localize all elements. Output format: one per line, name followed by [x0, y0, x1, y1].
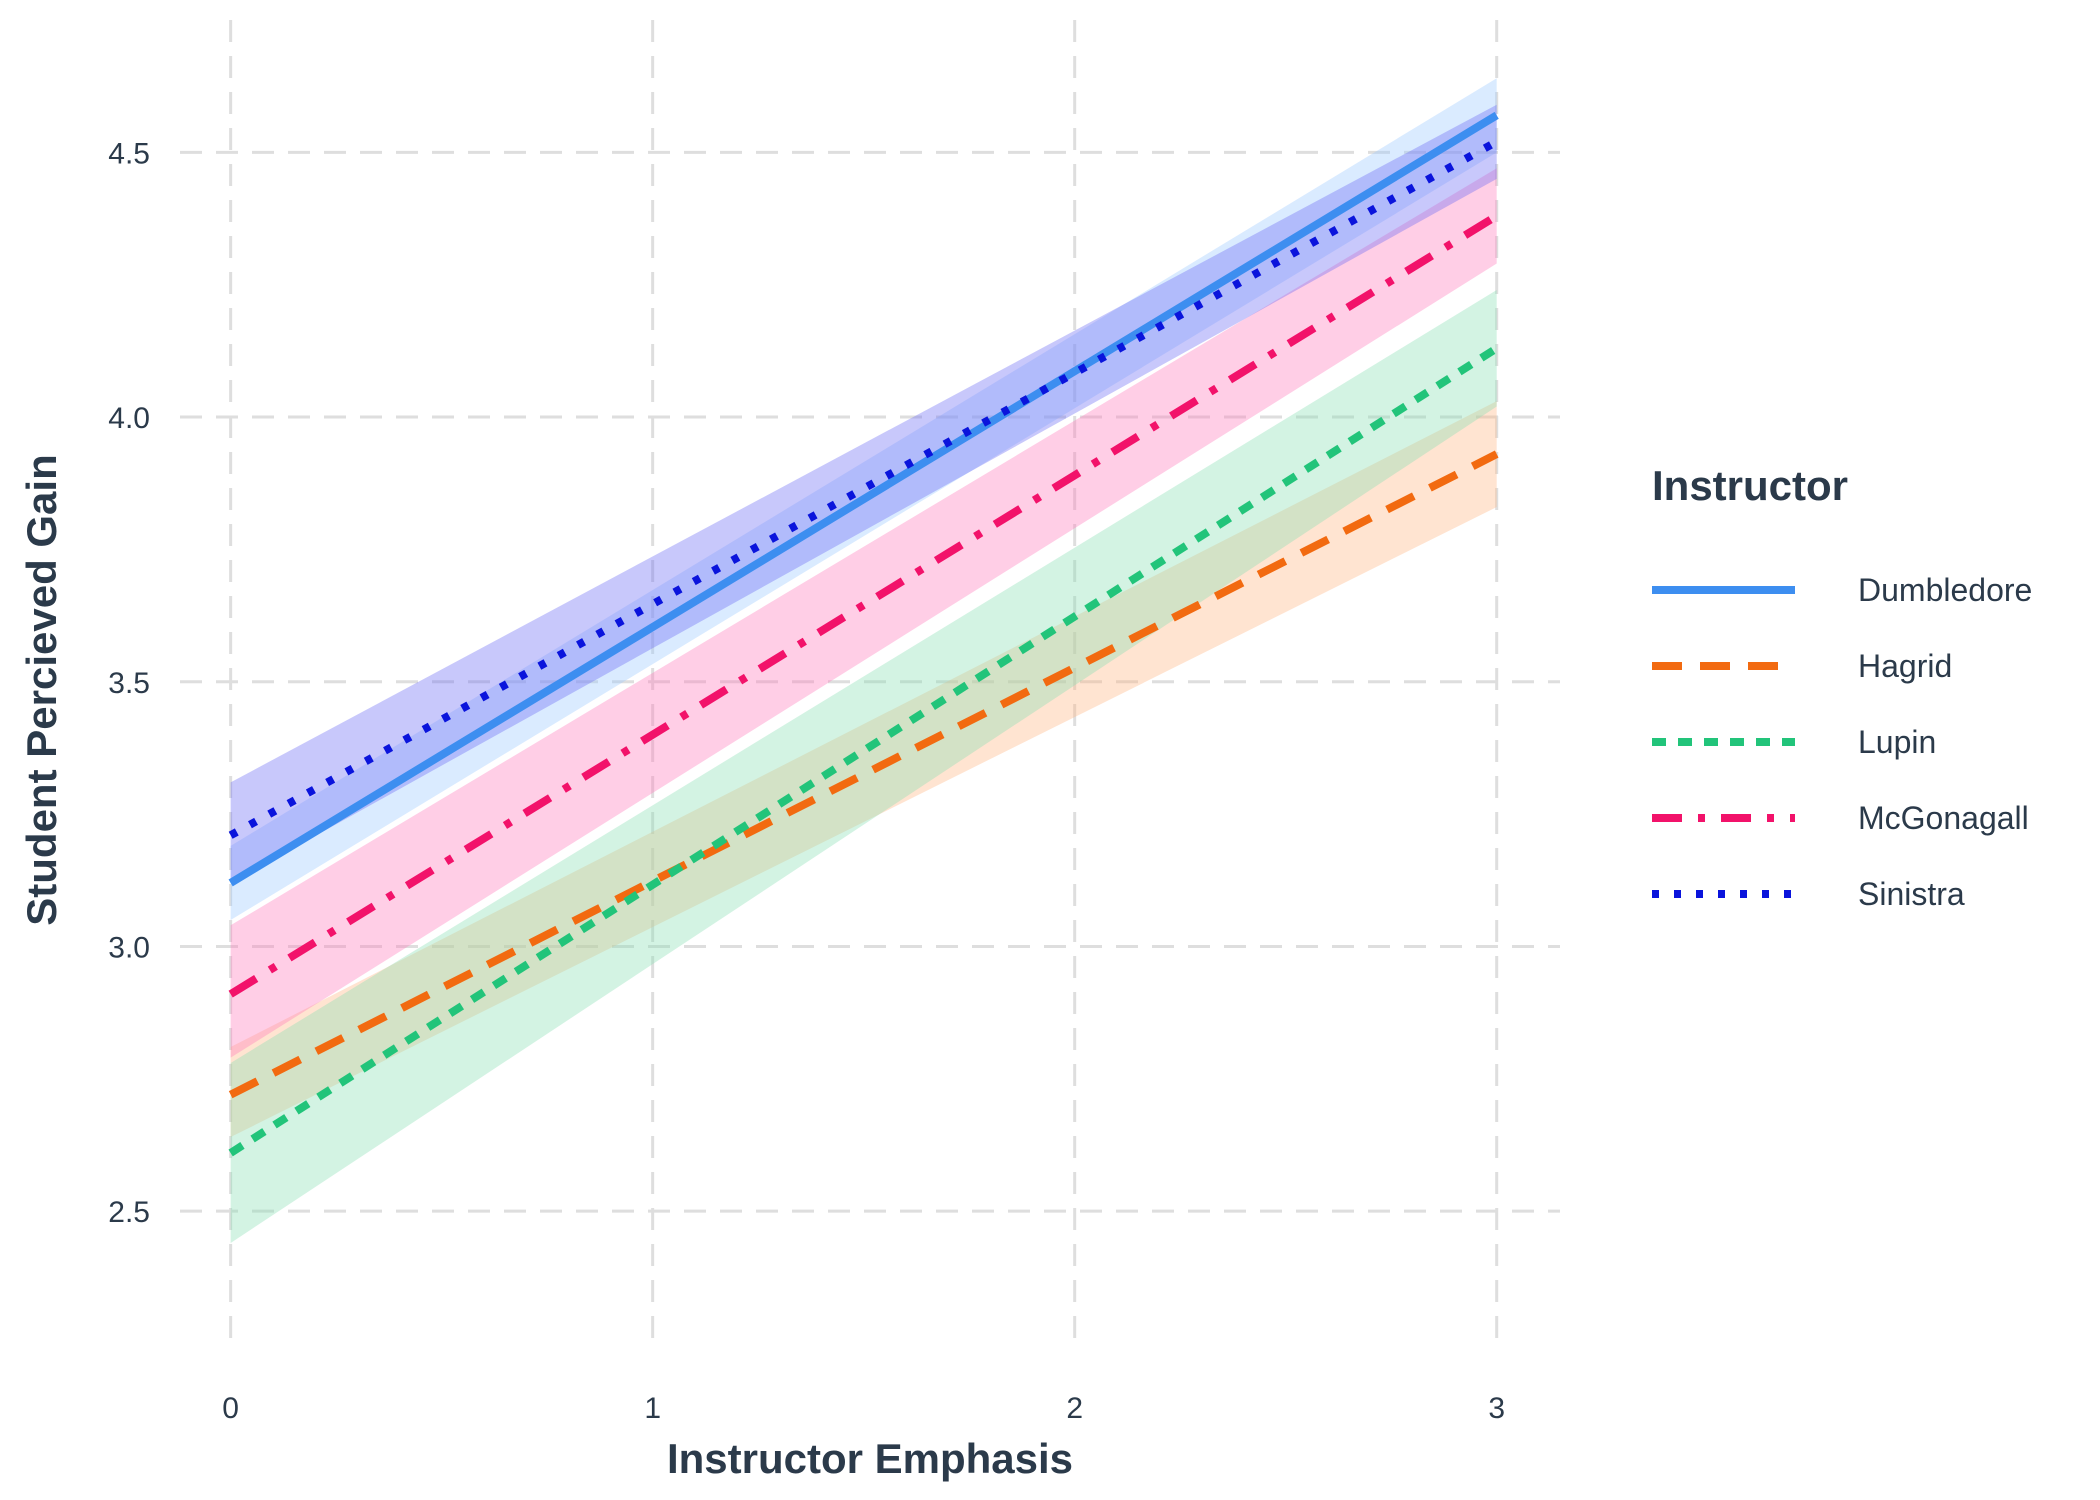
- tick-labels: 0 1 2 3 2.5 3.0 3.5 4.0 4.5: [108, 137, 1505, 1425]
- legend: Instructor Dumbledore Hagrid Lupin McGonaga…: [1652, 462, 2032, 912]
- x-tick-label: 0: [222, 1392, 239, 1425]
- legend-title: Instructor: [1652, 462, 1848, 509]
- y-tick-label: 3.0: [108, 931, 150, 964]
- legend-label-mcgonagall: McGonagall: [1858, 800, 2029, 836]
- y-tick-label: 3.5: [108, 667, 150, 700]
- x-axis-title: Instructor Emphasis: [667, 1435, 1073, 1482]
- legend-label-dumbledore: Dumbledore: [1858, 572, 2032, 608]
- y-tick-label: 4.5: [108, 137, 150, 170]
- series-lines: [228, 111, 1499, 1157]
- line-lupin: [228, 344, 1499, 1157]
- band-lupin: [230, 290, 1497, 1243]
- legend-label-hagrid: Hagrid: [1858, 648, 1952, 684]
- x-tick-label: 2: [1066, 1392, 1083, 1425]
- x-tick-label: 3: [1488, 1392, 1505, 1425]
- y-tick-label: 2.5: [108, 1196, 150, 1229]
- grid: [180, 20, 1560, 1352]
- band-mcgonagall: [230, 168, 1497, 1058]
- y-tick-label: 4.0: [108, 402, 150, 435]
- line-dumbledore: [228, 111, 1499, 887]
- y-axis-title: Student Percieved Gain: [18, 454, 65, 925]
- confidence-bands: [230, 78, 1497, 1243]
- legend-label-sinistra: Sinistra: [1858, 876, 1965, 912]
- legend-label-lupin: Lupin: [1858, 724, 1936, 760]
- x-tick-label: 1: [644, 1392, 661, 1425]
